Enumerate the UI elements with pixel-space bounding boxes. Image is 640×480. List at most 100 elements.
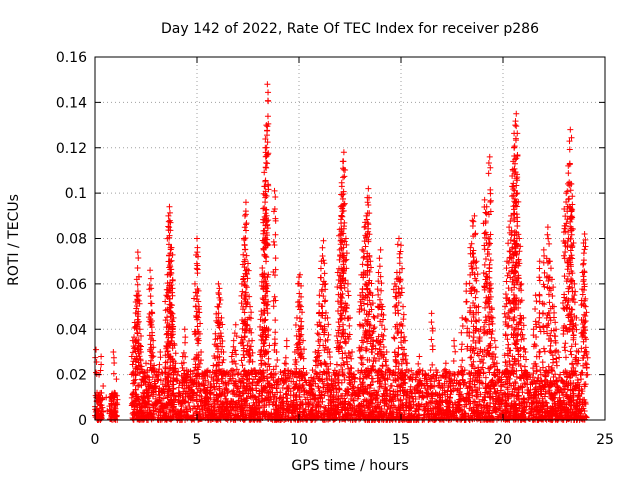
- data-point: [262, 164, 269, 171]
- data-point: [339, 213, 346, 220]
- data-point: [321, 281, 328, 288]
- data-point: [270, 238, 277, 245]
- data-point: [344, 361, 351, 368]
- data-point: [259, 264, 266, 271]
- data-point: [324, 376, 331, 383]
- data-point: [334, 283, 341, 290]
- data-point: [136, 400, 143, 407]
- data-point: [574, 396, 581, 403]
- data-point: [215, 291, 222, 298]
- data-point: [315, 331, 322, 338]
- data-point: [283, 360, 290, 367]
- chart-title: Day 142 of 2022, Rate Of TEC Index for r…: [161, 21, 539, 37]
- data-point: [344, 288, 351, 295]
- data-point: [241, 242, 248, 249]
- data-point: [236, 377, 243, 384]
- data-point: [264, 160, 271, 167]
- data-point: [272, 194, 279, 201]
- data-point: [214, 377, 221, 384]
- data-point: [219, 359, 226, 366]
- data-point: [283, 343, 290, 350]
- data-point: [134, 265, 141, 272]
- data-point: [335, 307, 342, 314]
- data-point: [397, 387, 404, 394]
- data-point: [131, 334, 138, 341]
- data-point: [215, 280, 222, 287]
- data-point: [502, 381, 509, 388]
- data-point: [341, 173, 348, 180]
- data-point: [230, 337, 237, 344]
- data-point: [319, 244, 326, 251]
- data-point: [181, 326, 188, 333]
- data-point: [180, 349, 187, 356]
- data-point: [367, 381, 374, 388]
- data-point: [213, 380, 220, 387]
- data-point: [537, 371, 544, 378]
- data-point: [333, 361, 340, 368]
- data-point: [578, 376, 585, 383]
- data-point: [577, 396, 584, 403]
- data-point: [113, 376, 120, 383]
- data-point: [172, 393, 179, 400]
- data-point: [134, 249, 141, 256]
- data-point: [234, 371, 241, 378]
- data-point: [110, 354, 117, 361]
- data-point: [311, 398, 318, 405]
- data-point: [340, 149, 347, 156]
- data-point: [216, 285, 223, 292]
- data-point: [110, 370, 117, 377]
- data-point: [265, 89, 272, 96]
- data-point: [108, 395, 115, 402]
- data-point: [266, 388, 273, 395]
- data-point: [107, 416, 114, 423]
- data-point: [321, 404, 328, 411]
- data-point: [341, 219, 348, 226]
- data-point: [341, 376, 348, 383]
- data-point: [363, 212, 370, 219]
- data-point: [282, 354, 289, 361]
- data-point: [567, 387, 574, 394]
- data-point: [471, 381, 478, 388]
- data-point: [439, 391, 446, 398]
- data-point: [95, 409, 102, 416]
- data-point: [369, 375, 376, 382]
- data-point: [514, 392, 521, 399]
- data-point: [582, 381, 589, 388]
- data-point: [196, 360, 203, 367]
- data-point: [434, 369, 441, 376]
- data-point: [403, 403, 410, 410]
- data-point: [263, 144, 270, 151]
- data-point: [368, 390, 375, 397]
- data-point: [423, 400, 430, 407]
- data-point: [261, 375, 268, 382]
- data-point: [112, 413, 119, 420]
- data-point: [243, 227, 250, 234]
- data-point: [176, 390, 183, 397]
- data-point: [194, 235, 200, 242]
- data-point: [551, 400, 558, 407]
- data-point: [286, 375, 293, 382]
- data-point: [379, 393, 386, 400]
- data-point: [366, 210, 373, 217]
- data-point: [498, 397, 505, 404]
- data-point: [550, 374, 557, 381]
- data-point: [339, 294, 346, 301]
- data-point: [147, 267, 154, 274]
- data-point: [147, 275, 154, 282]
- data-point: [395, 375, 402, 382]
- data-point: [274, 356, 281, 363]
- data-point: [340, 174, 347, 181]
- data-point: [135, 255, 142, 262]
- data-point: [348, 355, 355, 362]
- data-point: [359, 246, 366, 253]
- data-point: [164, 314, 171, 321]
- data-point: [252, 373, 259, 380]
- data-point: [511, 379, 518, 386]
- data-point: [166, 203, 173, 210]
- data-point: [525, 396, 532, 403]
- data-point: [272, 231, 279, 238]
- data-point: [175, 384, 182, 391]
- data-point: [147, 293, 154, 300]
- data-point: [364, 199, 371, 206]
